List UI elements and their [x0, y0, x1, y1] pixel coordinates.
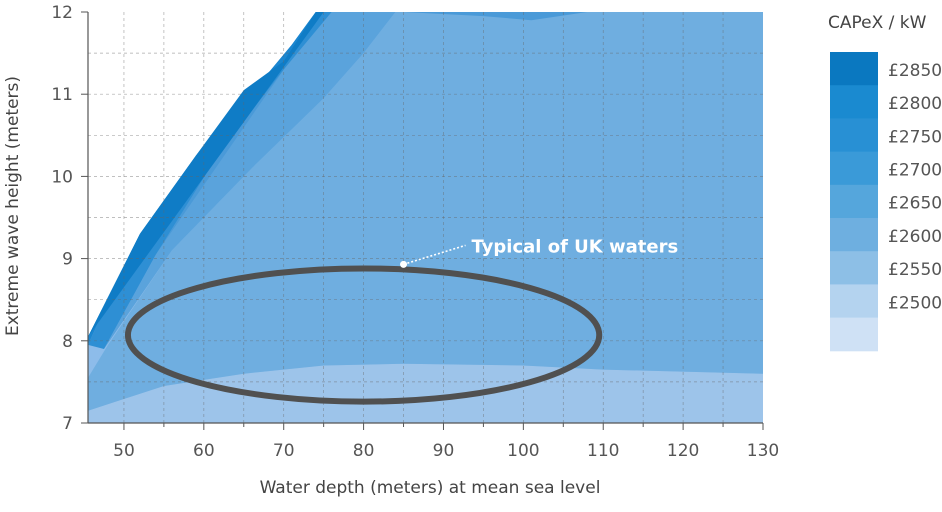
- annotation-point: [400, 260, 408, 268]
- x-tick-label: 110: [587, 441, 619, 461]
- legend-label: £2650: [888, 194, 942, 214]
- y-axis-title: Extreme wave height (meters): [3, 76, 23, 336]
- y-tick-label: 10: [51, 167, 73, 187]
- tick-labels: 50 60 70 80 90 100 110 120 130 7 8 9 10 11 12: [51, 3, 779, 461]
- legend-label: £2600: [888, 227, 942, 247]
- region-2650: [104, 12, 396, 349]
- uk-waters-annotation: Typical of UK waters: [124, 236, 679, 405]
- x-tick-label: 50: [113, 441, 135, 461]
- x-axis-title: Water depth (meters) at mean sea level: [260, 478, 601, 498]
- legend-label: £2500: [888, 293, 942, 313]
- legend-swatch: [830, 317, 878, 352]
- x-tick-label: 90: [433, 441, 455, 461]
- x-tick-label: 70: [273, 441, 295, 461]
- legend-label: £2800: [888, 94, 942, 114]
- axes: [81, 11, 764, 430]
- legend-swatch: [830, 184, 878, 219]
- x-tick-label: 80: [353, 441, 375, 461]
- annotation-label: Typical of UK waters: [472, 236, 679, 257]
- annotation-leader: [403, 244, 466, 266]
- legend-swatch: [830, 151, 878, 186]
- region-2800: [88, 12, 316, 345]
- x-tick-label: 100: [507, 441, 539, 461]
- grid-lines: [88, 12, 763, 423]
- region-2850: [88, 12, 324, 337]
- legend-title: CAPeX / kW: [828, 13, 927, 33]
- legend-label: £2700: [888, 161, 942, 181]
- legend-label: £2750: [888, 127, 942, 147]
- legend-swatch: [830, 251, 878, 285]
- y-tick-label: 7: [62, 414, 73, 434]
- x-tick-label: 120: [667, 441, 699, 461]
- legend-swatch: [830, 218, 878, 252]
- y-tick-label: 9: [62, 250, 73, 270]
- legend: CAPeX / kW £2850 £2800 £2750 £2700 £2650 £260…: [828, 13, 942, 352]
- y-tick-label: 8: [62, 332, 73, 352]
- y-tick-label: 11: [51, 85, 73, 105]
- legend-swatch: [830, 52, 878, 86]
- legend-swatch: [830, 118, 878, 153]
- legend-swatch: [830, 284, 878, 319]
- legend-swatch: [830, 85, 878, 119]
- x-tick-label: 130: [747, 441, 779, 461]
- region-2600: [88, 12, 763, 411]
- legend-label: £2850: [888, 61, 942, 81]
- legend-label: £2550: [888, 260, 942, 280]
- typical-range-ellipse: [124, 265, 603, 405]
- x-tick-label: 60: [193, 441, 215, 461]
- y-tick-label: 12: [51, 3, 73, 23]
- region-2750: [88, 12, 332, 349]
